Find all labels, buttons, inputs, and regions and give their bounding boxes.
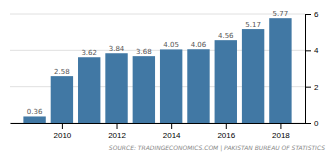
data-label: 3.68 [136, 48, 152, 56]
data-label: 4.05 [163, 41, 179, 49]
x-tick: 2012 [108, 123, 126, 140]
data-label: 4.56 [218, 32, 234, 40]
data-label: 2.58 [54, 68, 70, 76]
data-label: 3.84 [109, 45, 125, 53]
y-tick: 2 [305, 83, 319, 92]
x-tick-label: 2012 [108, 131, 126, 140]
x-axis-line [11, 123, 306, 124]
y-tick-label: 6 [314, 10, 319, 19]
y-tick: 4 [305, 46, 319, 55]
chart: 0.36 2.58 3.62 3.84 3.68 4.05 4.06 4.56 5.17 5.77… [0, 0, 329, 153]
data-label: 5.17 [245, 21, 261, 29]
x-tick-mark [117, 123, 118, 129]
bar [187, 49, 209, 123]
x-tick-mark [171, 123, 172, 129]
x-tick-label: 2016 [217, 131, 235, 140]
y-tick-label: 4 [314, 46, 319, 55]
x-tick: 2016 [217, 123, 235, 140]
y-tick-mark [305, 87, 311, 88]
plot: 0.36 2.58 3.62 3.84 3.68 4.05 4.06 4.56 5.17 5.77… [10, 10, 319, 140]
y-axis: 0 2 4 6 [305, 10, 319, 128]
y-tick-mark [305, 123, 311, 124]
bar [51, 76, 73, 123]
x-tick-mark [280, 123, 281, 129]
bar [215, 40, 237, 123]
bar [242, 29, 264, 123]
source-note: SOURCE: TRADINGECONOMICS.COM | PAKISTAN … [109, 144, 325, 152]
x-tick-label: 2014 [163, 131, 181, 140]
y-tick: 6 [305, 10, 319, 19]
data-label: 0.36 [27, 108, 43, 116]
y-tick-label: 2 [314, 83, 319, 92]
x-tick-label: 2010 [53, 131, 71, 140]
bar [78, 57, 100, 123]
bar [160, 49, 182, 123]
data-labels: 0.36 2.58 3.62 3.84 3.68 4.05 4.06 4.56 5.17 5.77 [27, 10, 288, 116]
grid-line [10, 14, 305, 15]
bar [105, 53, 127, 123]
data-label: 3.62 [81, 49, 97, 57]
grid [10, 14, 305, 123]
x-axis: 2010 2012 2014 2016 2018 [11, 123, 306, 140]
bar [269, 18, 291, 123]
bar [23, 116, 45, 123]
bar [133, 56, 155, 123]
y-axis-line [306, 15, 312, 124]
x-tick: 2010 [53, 123, 71, 140]
y-tick: 0 [305, 119, 319, 128]
x-tick-label: 2018 [272, 131, 290, 140]
y-tick-mark [305, 14, 311, 15]
data-label: 4.06 [191, 41, 207, 49]
x-tick: 2018 [272, 123, 290, 140]
x-tick: 2014 [163, 123, 181, 140]
bars [23, 18, 291, 123]
y-tick-mark [305, 50, 311, 51]
x-tick-mark [226, 123, 227, 129]
y-tick-label: 0 [314, 119, 319, 128]
x-tick-mark [62, 123, 63, 129]
data-label: 5.77 [273, 10, 289, 18]
